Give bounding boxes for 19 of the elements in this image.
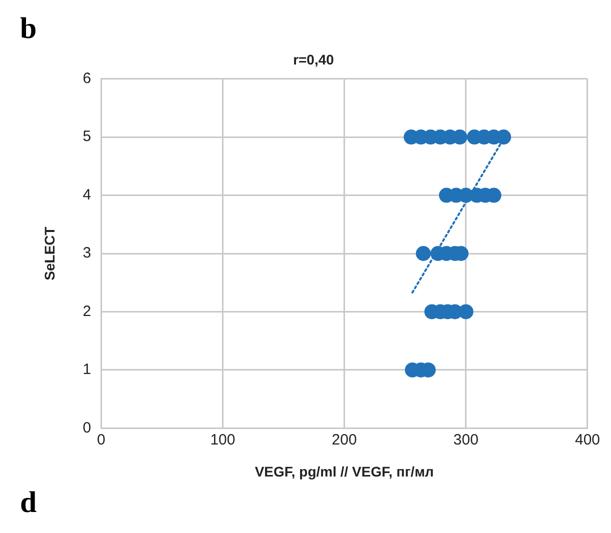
point — [416, 246, 431, 261]
y-tick-label: 3 — [82, 244, 92, 262]
point — [458, 304, 474, 320]
y-tick-label: 6 — [82, 70, 92, 87]
y-tick-label: 5 — [82, 128, 92, 146]
x-axis-title: VEGF, pg/ml // VEGF, пг/мл — [254, 463, 434, 480]
x-tick-label: 400 — [574, 431, 600, 448]
y-axis-title: SeLECT — [41, 226, 58, 280]
y-tick-label: 2 — [82, 302, 92, 320]
text: b — [20, 12, 37, 46]
y-tick-label: 1 — [82, 361, 92, 378]
text: d — [20, 486, 37, 520]
y-tick-label: 0 — [82, 419, 92, 436]
x-tick-label: 100 — [210, 431, 236, 448]
chart-title: r=0,40 — [293, 51, 334, 68]
x-tick-label: 200 — [332, 431, 357, 448]
x-tick-label: 300 — [453, 431, 478, 448]
y-tick-label: 4 — [82, 186, 92, 204]
x-tick-label: 0 — [96, 431, 106, 448]
